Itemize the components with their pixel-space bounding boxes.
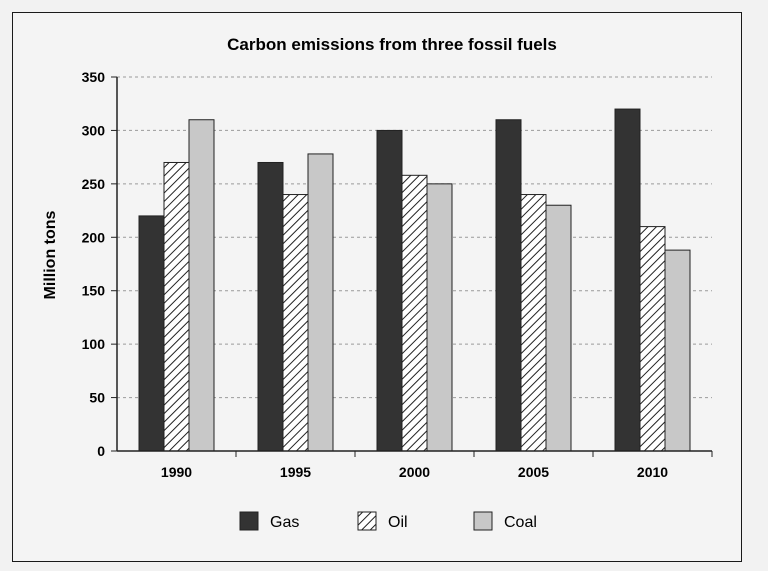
- y-ticks: 0 50 100 150 200 250 300 350: [82, 69, 117, 459]
- bar-oil-1995: [282, 194, 309, 452]
- axes: [116, 77, 712, 452]
- y-tick-label: 50: [89, 390, 105, 406]
- x-ticks: 1990 1995 2000 2005 2010: [161, 451, 713, 480]
- bar-coal-2005: [545, 204, 572, 452]
- chart-title: Carbon emissions from three fossil fuels: [227, 35, 557, 54]
- bar-gas-2010: [614, 108, 641, 452]
- bar-oil-2000: [401, 174, 428, 452]
- x-tick-label: 2005: [518, 464, 549, 480]
- legend-swatch-gas: [239, 511, 259, 531]
- x-tick-label: 1995: [280, 464, 311, 480]
- bar-coal-2010: [664, 249, 691, 452]
- bar-coal-1990: [188, 119, 215, 452]
- y-tick-label: 100: [82, 336, 106, 352]
- bar-coal-2000: [426, 183, 453, 452]
- bar-gas-1990: [138, 215, 165, 452]
- bars: [138, 108, 691, 452]
- y-tick-label: 300: [82, 122, 106, 138]
- bar-oil-2005: [520, 194, 547, 452]
- bar-gas-2005: [495, 119, 522, 452]
- y-tick-label: 150: [82, 283, 106, 299]
- bar-gas-1995: [257, 161, 284, 452]
- bar-gas-2000: [376, 129, 403, 452]
- y-tick-label: 350: [82, 69, 106, 85]
- legend-swatch-oil: [357, 511, 377, 531]
- x-tick-label: 1990: [161, 464, 192, 480]
- legend: Gas Oil Coal: [239, 511, 537, 531]
- bar-oil-1990: [163, 161, 190, 452]
- legend-label-gas: Gas: [270, 514, 299, 531]
- legend-label-oil: Oil: [388, 514, 408, 531]
- y-tick-label: 200: [82, 229, 106, 245]
- bar-coal-1995: [307, 153, 334, 452]
- y-axis-label: Million tons: [42, 210, 59, 299]
- legend-swatch-coal: [473, 511, 493, 531]
- x-tick-label: 2010: [637, 464, 668, 480]
- bar-oil-2010: [639, 226, 666, 452]
- y-tick-label: 0: [97, 443, 105, 459]
- legend-label-coal: Coal: [504, 514, 537, 531]
- y-tick-label: 250: [82, 176, 106, 192]
- x-tick-label: 2000: [399, 464, 430, 480]
